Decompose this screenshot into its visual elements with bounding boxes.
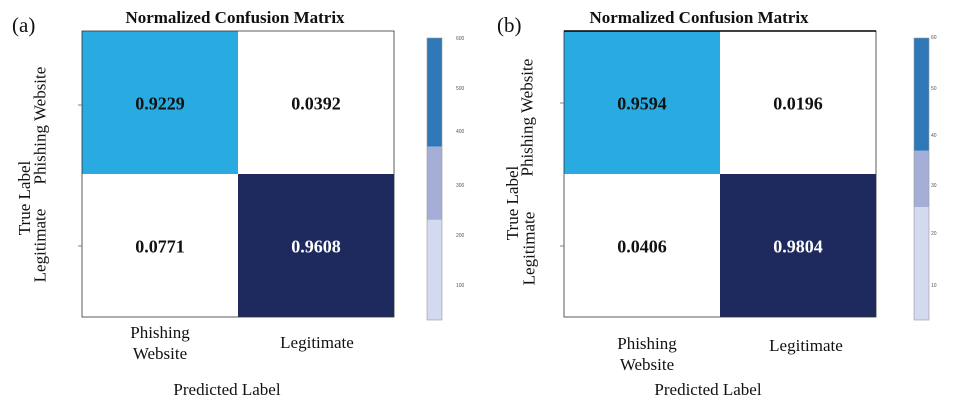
colorbar-band [914, 207, 929, 320]
colorbar-frame [913, 37, 930, 321]
y-axis-label: True Label [503, 165, 522, 241]
confusion-matrix-b: 0.9594 0.0196 0.0406 0.9804 [560, 30, 930, 321]
colorbar-band [427, 146, 442, 220]
colorbar-band [427, 219, 442, 320]
cell-value-label: 0.9594 [617, 94, 667, 114]
heatmap-cell [564, 31, 720, 174]
panel-b: (b) Normalized Confusion Matrix 0.9594 0.… [478, 0, 955, 402]
heatmap-cell [564, 174, 720, 317]
colorbar-tick: 40 [931, 133, 937, 139]
matrix-frame [81, 30, 395, 318]
colorbar-tick: 20 [931, 231, 937, 237]
x-tick-label-phishing: Phishing Website [617, 334, 677, 374]
colorbar-tick: 60 [931, 35, 937, 41]
y-tick-label-phishing: Phishing Website [517, 58, 537, 177]
colorbar-tick: 400 [456, 129, 465, 135]
cell-value-label: 0.9608 [291, 237, 341, 257]
cell-value-label: 0.0392 [291, 94, 341, 114]
panel-a: (a) Normalized Confusion Matrix 0.9229 0.… [0, 0, 477, 402]
colorbar-tick: 200 [456, 233, 465, 239]
colorbar-band [914, 150, 929, 208]
heatmap-cell [238, 31, 394, 174]
colorbar-tick: 100 [456, 283, 465, 289]
colorbar-tick: 50 [931, 86, 937, 92]
colorbar-tick: 600 [456, 36, 465, 42]
colorbar-band [914, 38, 929, 151]
heatmap-cell [82, 31, 238, 174]
colorbar-tick: 30 [931, 183, 937, 189]
x-axis-label: Predicted Label [173, 380, 281, 399]
confusion-matrix-a: 0.9229 0.0392 0.0771 0.9608 [78, 30, 443, 321]
colorbar-band [427, 38, 442, 147]
y-axis-label: True Label [15, 160, 34, 236]
colorbar-tick: 500 [456, 86, 465, 92]
x-tick-label-legitimate: Legitimate [280, 333, 354, 352]
cell-value-label: 0.0406 [617, 237, 667, 257]
colorbar-frame [426, 37, 443, 321]
chart-title: Normalized Confusion Matrix [125, 8, 345, 27]
heatmap-cell [238, 174, 394, 317]
colorbar-tick: 10 [931, 283, 937, 289]
cell-value-label: 0.0196 [773, 94, 823, 114]
heatmap-cell [720, 174, 876, 317]
chart-title: Normalized Confusion Matrix [589, 8, 809, 27]
cell-value-label: 0.9229 [135, 94, 185, 114]
panel-label: (a) [12, 13, 36, 37]
panel-label: (b) [497, 13, 522, 37]
heatmap-cell [720, 31, 876, 174]
x-tick-label-legitimate: Legitimate [769, 336, 843, 355]
x-tick-label-phishing: Phishing Website [130, 323, 190, 363]
heatmap-cell [82, 174, 238, 317]
cell-value-label: 0.9804 [773, 237, 823, 257]
cell-value-label: 0.0771 [135, 237, 185, 257]
x-axis-label: Predicted Label [654, 380, 762, 399]
colorbar-tick: 300 [456, 183, 465, 189]
